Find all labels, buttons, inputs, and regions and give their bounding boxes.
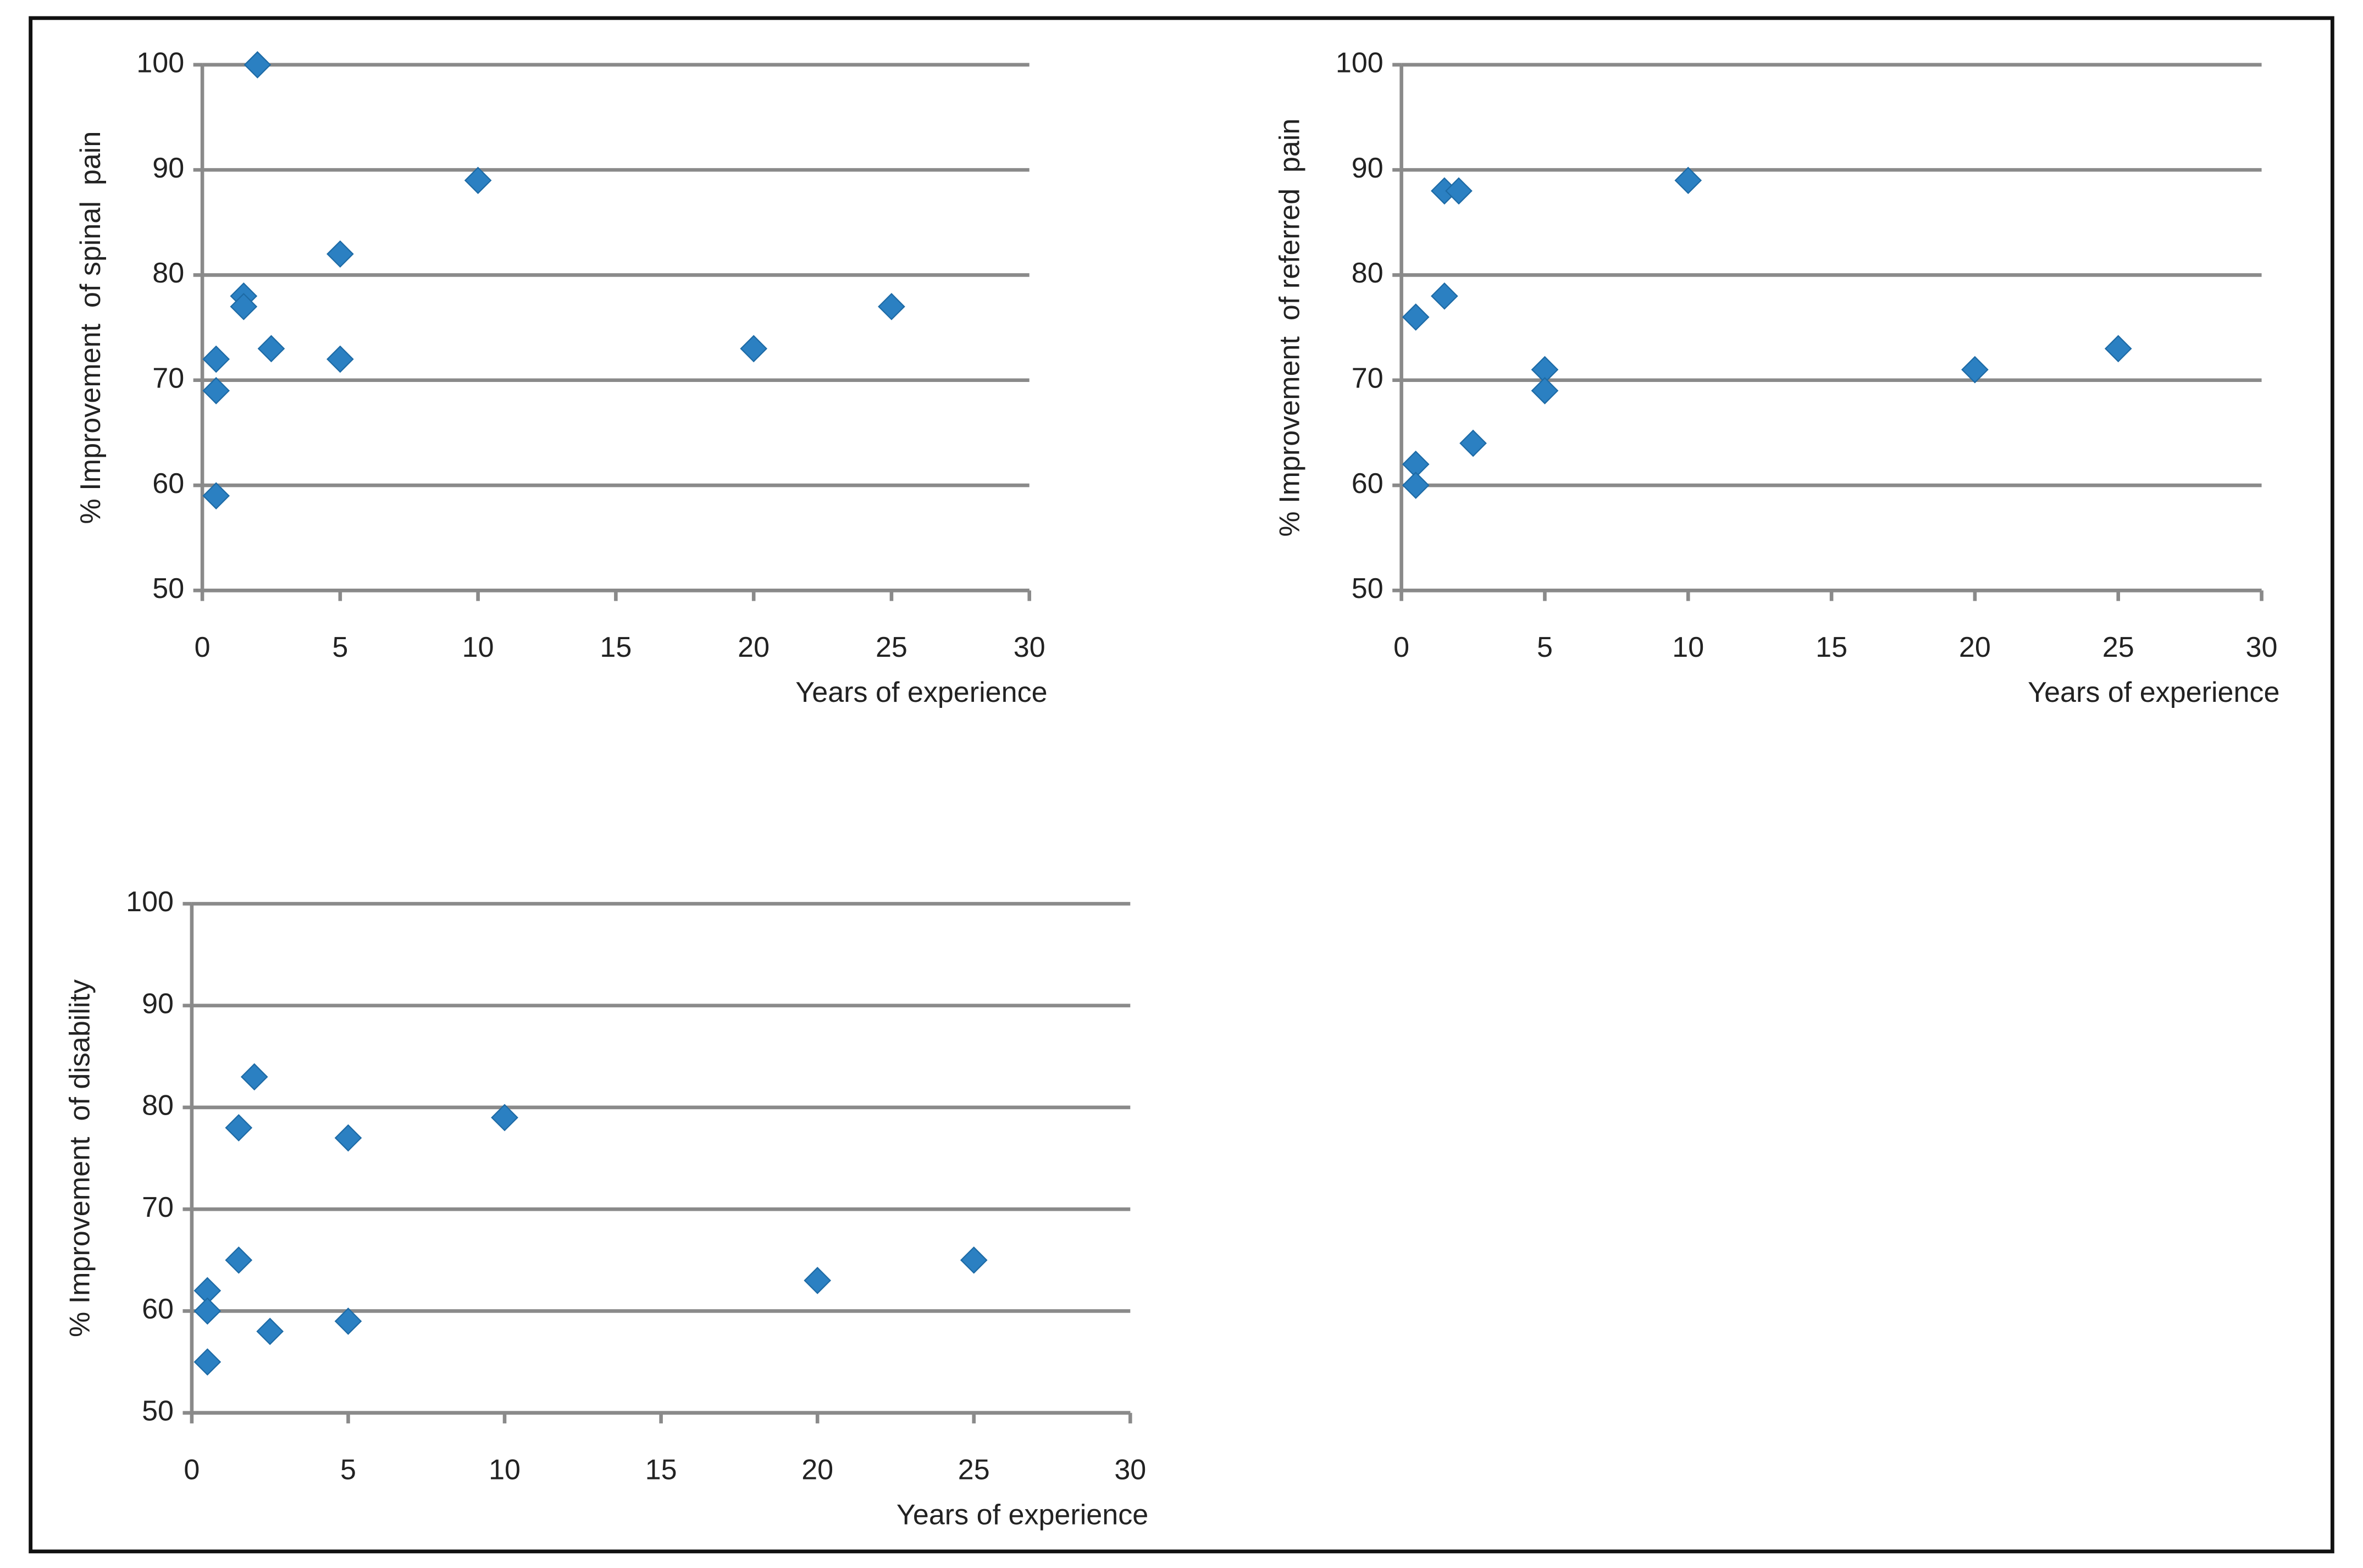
- point: [960, 1246, 988, 1274]
- y-tick-label: 60: [142, 1293, 174, 1325]
- point: [202, 345, 230, 373]
- point: [257, 335, 285, 363]
- y-tick-label: 100: [136, 47, 184, 79]
- y-axis-title: % Improvement of disability: [64, 979, 96, 1337]
- point: [1531, 377, 1559, 405]
- y-tick-label: 70: [1352, 362, 1384, 394]
- x-tick-label: 20: [1959, 631, 1991, 663]
- point: [193, 1297, 222, 1325]
- y-tick-label: 60: [152, 468, 184, 500]
- point: [491, 1104, 518, 1132]
- y-tick-label: 80: [1352, 257, 1384, 289]
- y-tick-label: 80: [152, 257, 184, 289]
- y-tick-label: 100: [126, 886, 174, 918]
- point: [1402, 303, 1430, 331]
- point: [464, 167, 492, 195]
- frame: [29, 16, 2334, 1554]
- x-tick-label: 15: [1816, 631, 1847, 663]
- point: [1402, 472, 1430, 499]
- y-tick-label: 50: [1352, 573, 1384, 605]
- x-tick-label: 5: [1537, 631, 1553, 663]
- x-tick-label: 5: [340, 1454, 356, 1486]
- point: [878, 292, 905, 320]
- y-tick-label: 80: [142, 1090, 174, 1122]
- point: [240, 1063, 268, 1091]
- x-tick-label: 25: [2102, 631, 2134, 663]
- y-tick-label: 70: [142, 1192, 174, 1223]
- y-axis-title: % Improvement of referred pain: [1274, 119, 1305, 537]
- point: [804, 1267, 832, 1294]
- x-tick-label: 0: [195, 631, 211, 663]
- point: [244, 51, 272, 79]
- x-tick-label: 25: [958, 1454, 990, 1486]
- x-tick-label: 15: [645, 1454, 677, 1486]
- y-tick-label: 90: [1352, 152, 1384, 184]
- point: [225, 1114, 253, 1142]
- x-tick-label: 0: [184, 1454, 200, 1486]
- y-tick-label: 100: [1336, 47, 1384, 79]
- point: [1431, 282, 1458, 310]
- point: [1445, 177, 1473, 205]
- point: [334, 1307, 362, 1335]
- point: [256, 1317, 284, 1345]
- point: [326, 345, 354, 373]
- x-tick-label: 15: [600, 631, 632, 663]
- x-tick-label: 0: [1393, 631, 1409, 663]
- y-tick-label: 70: [152, 362, 184, 394]
- x-tick-label: 25: [876, 631, 907, 663]
- x-tick-label: 30: [2246, 631, 2278, 663]
- x-tick-label: 10: [1672, 631, 1704, 663]
- y-tick-label: 90: [152, 152, 184, 184]
- point: [202, 482, 230, 510]
- x-axis-title: Years of experience: [896, 1499, 1148, 1531]
- y-tick-label: 60: [1352, 468, 1384, 500]
- point: [2104, 335, 2132, 363]
- y-axis-title: % Improvement of spinal pain: [75, 131, 107, 524]
- y-tick-label: 50: [142, 1395, 174, 1427]
- point: [230, 292, 258, 320]
- point: [225, 1246, 253, 1274]
- point: [1961, 356, 1989, 384]
- x-tick-label: 30: [1114, 1454, 1146, 1486]
- y-tick-label: 50: [152, 573, 184, 605]
- x-tick-label: 30: [1014, 631, 1045, 663]
- x-tick-label: 5: [332, 631, 348, 663]
- x-axis-title: Years of experience: [795, 677, 1047, 708]
- x-tick-label: 10: [462, 631, 494, 663]
- x-tick-label: 20: [738, 631, 770, 663]
- x-tick-label: 10: [489, 1454, 521, 1486]
- point: [334, 1124, 362, 1152]
- point: [326, 240, 354, 268]
- point: [193, 1348, 222, 1376]
- x-tick-label: 20: [801, 1454, 833, 1486]
- point: [740, 335, 768, 363]
- point: [1674, 167, 1702, 195]
- y-tick-label: 90: [142, 988, 174, 1020]
- x-axis-title: Years of experience: [2028, 677, 2279, 708]
- point: [202, 377, 230, 405]
- point: [1459, 429, 1487, 457]
